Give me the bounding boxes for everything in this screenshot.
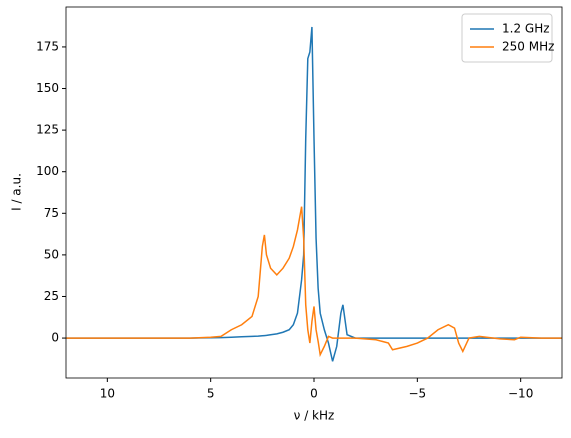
legend-box	[461, 13, 553, 63]
y-tick-label: 25	[44, 289, 59, 303]
plot-frame	[65, 6, 563, 379]
x-axis-label: ν / kHz	[294, 409, 335, 423]
x-tick-label: −10	[508, 387, 533, 401]
y-tick-label: 100	[36, 164, 59, 178]
y-tick-label: 125	[36, 123, 59, 137]
x-tick-label: 10	[100, 387, 115, 401]
series-line	[66, 206, 562, 358]
legend-label: 1.2 GHz	[502, 22, 550, 36]
x-tick-label: 0	[310, 387, 318, 401]
x-tick-label: −5	[408, 387, 426, 401]
legend: 1.2 GHz 250 MHz	[461, 13, 554, 63]
y-tick-label: 0	[51, 331, 59, 345]
y-tick-label: 75	[44, 206, 59, 220]
legend-label: 250 MHz	[502, 40, 554, 54]
y-tick-label: 50	[44, 247, 59, 261]
y-tick-label: 175	[36, 39, 59, 53]
y-axis-label: I / a.u.	[10, 173, 24, 211]
series-line	[66, 26, 562, 362]
y-tick-label: 150	[36, 81, 59, 95]
x-tick-label: 5	[207, 387, 215, 401]
